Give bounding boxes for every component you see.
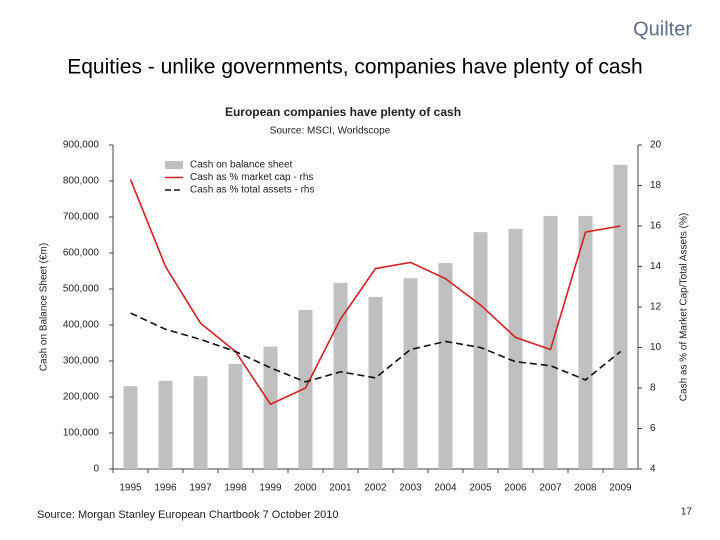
x-tick-label: 2006 [504,483,527,494]
x-tick-label: 2009 [609,483,632,494]
y-tick-label: 100,000 [63,428,100,439]
legend-label: Cash as % market cap - rhs [190,172,313,183]
x-tick-label: 2005 [469,483,492,494]
chart-subtitle: Source: MSCI, Worldscope [270,126,391,137]
y-tick-label: 0 [93,464,99,475]
bar [473,232,488,469]
bar [578,215,593,469]
bar [438,263,453,469]
x-tick-label: 2002 [364,483,387,494]
bar [368,296,383,469]
y2-tick-label: 6 [650,423,656,434]
legend-swatch [165,161,183,169]
x-tick-label: 2008 [574,483,597,494]
bar [508,228,523,469]
y-tick-label: 200,000 [63,392,100,403]
y2-axis-label: Cash as % of Market Cap/Total Assets (%) [679,213,690,401]
bar [263,346,278,469]
bar [543,215,558,469]
y2-tick-label: 8 [650,383,656,394]
y-tick-label: 500,000 [63,284,100,295]
y-tick-label: 400,000 [63,320,100,331]
bar [403,278,418,469]
legend-label: Cash on balance sheet [190,160,293,171]
line [129,179,621,406]
bar [193,376,208,469]
y-tick-label: 600,000 [63,248,100,259]
bar [123,386,138,469]
y2-tick-label: 4 [650,464,656,475]
footer-source: Source: Morgan Stanley European Chartboo… [37,509,338,521]
x-tick-label: 2001 [329,483,352,494]
x-tick-label: 1998 [224,483,247,494]
x-tick-label: 2007 [539,483,562,494]
x-tick-label: 2003 [399,483,422,494]
x-tick-label: 1995 [119,483,142,494]
x-tick-label: 2000 [294,483,317,494]
logo: Quilter [633,18,692,40]
legend-label: Cash as % total assets - rhs [190,185,315,196]
y2-tick-label: 10 [650,342,662,353]
slide-title: Equities - unlike governments, companies… [67,56,642,79]
y2-tick-label: 18 [650,180,662,191]
x-tick-label: 1997 [189,483,212,494]
bar [158,380,173,469]
x-tick-label: 1996 [154,483,177,494]
bar [333,282,348,469]
x-tick-label: 2004 [434,483,457,494]
chart-title: European companies have plenty of cash [225,105,461,119]
y-axis-label: Cash on Balance Sheet (€m) [39,243,50,371]
y2-tick-label: 20 [650,140,662,151]
y2-tick-label: 14 [650,261,662,272]
bar [298,309,313,469]
y-tick-label: 300,000 [63,356,100,367]
y2-tick-label: 16 [650,221,662,232]
bar [613,164,628,470]
x-tick-label: 1999 [259,483,282,494]
bar [228,363,243,469]
y2-tick-label: 12 [650,302,662,313]
y-tick-label: 700,000 [63,212,100,223]
page-number: 17 [681,507,693,518]
y-tick-label: 800,000 [63,176,100,187]
y-tick-label: 900,000 [63,140,100,151]
